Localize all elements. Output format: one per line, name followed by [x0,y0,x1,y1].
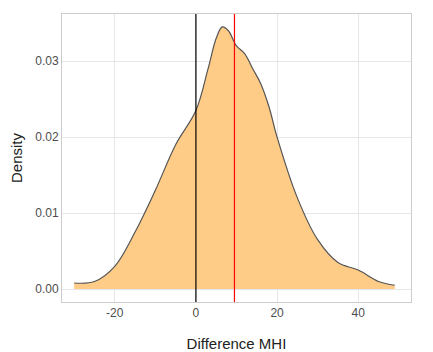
svg-text:20: 20 [270,306,284,320]
svg-text:0.02: 0.02 [35,130,59,144]
svg-text:0.00: 0.00 [35,282,59,296]
svg-text:0.03: 0.03 [35,54,59,68]
svg-text:Difference MHI: Difference MHI [187,335,287,352]
svg-text:0.01: 0.01 [35,206,59,220]
svg-text:40: 40 [352,306,366,320]
svg-text:0: 0 [193,306,200,320]
svg-text:Density: Density [8,132,25,183]
svg-text:-20: -20 [106,306,124,320]
